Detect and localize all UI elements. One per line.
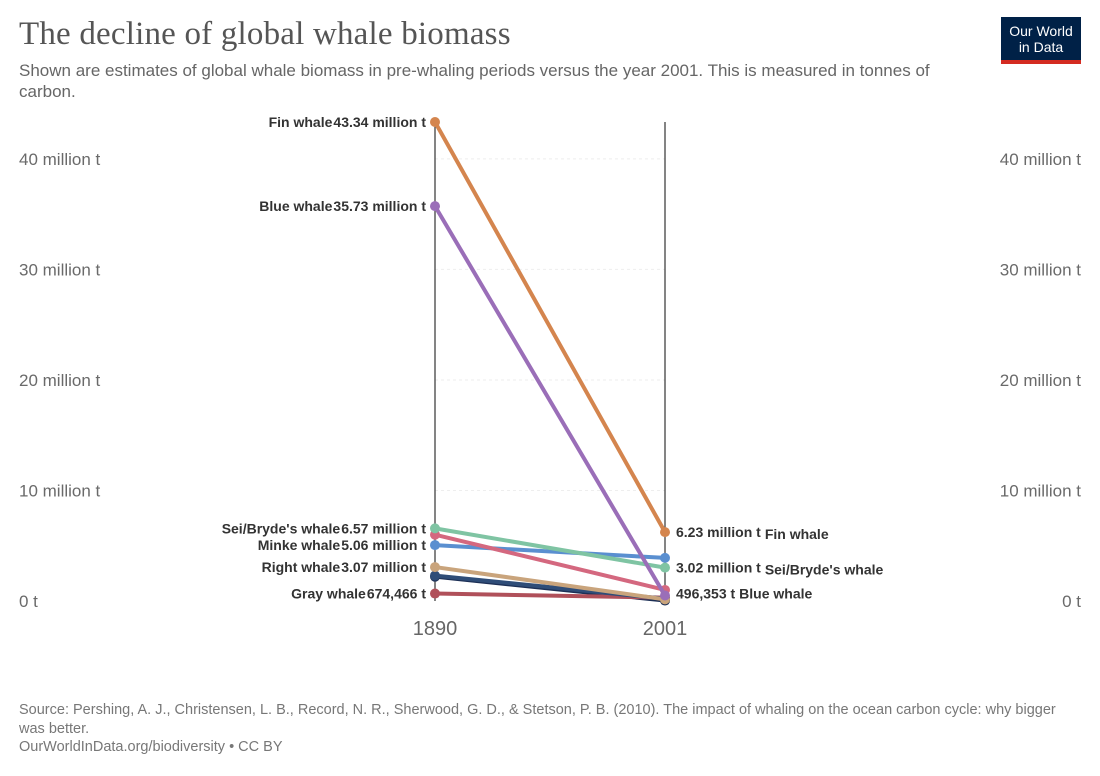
y-tick-label-right: 30 million t <box>1000 260 1082 279</box>
start-value-right: 3.07 million t <box>341 559 426 575</box>
start-label-fin: Fin whale <box>269 114 333 130</box>
y-tick-label-right: 20 million t <box>1000 371 1082 390</box>
point-1890-blue[interactable] <box>430 201 440 212</box>
point-1890-minke[interactable] <box>430 540 440 551</box>
start-label-sei: Sei/Bryde's whale <box>222 520 341 536</box>
series-line-fin[interactable] <box>433 120 667 535</box>
logo-line-2: in Data <box>1018 39 1064 55</box>
start-label-minke: Minke whale <box>258 537 341 553</box>
end-value-sei: 3.02 million t <box>676 560 761 576</box>
site-link-license[interactable]: OurWorldInData.org/biodiversity • CC BY <box>19 739 283 755</box>
logo-line-1: Our World <box>1009 23 1073 39</box>
series-line-minke[interactable] <box>433 543 667 560</box>
end-label-sei: Sei/Bryde's whale <box>765 562 884 578</box>
series-line-sperm[interactable] <box>433 532 667 592</box>
end-label-blue: Blue whale <box>739 586 812 602</box>
start-value-sei: 6.57 million t <box>341 520 426 536</box>
point-1890-sei[interactable] <box>430 523 440 534</box>
series-line-gray[interactable] <box>433 591 667 600</box>
y-tick-label-left: 30 million t <box>19 260 101 279</box>
point-1890-humpback[interactable] <box>430 570 440 581</box>
end-label-fin: Fin whale <box>765 526 829 542</box>
series-line-sei[interactable] <box>433 526 667 570</box>
y-tick-label-right: 40 million t <box>1000 150 1082 169</box>
chart-footer: Source: Pershing, A. J., Christensen, L.… <box>19 701 1079 757</box>
start-label-right: Right whale <box>262 559 341 575</box>
chart-subtitle: Shown are estimates of global whale biom… <box>19 61 930 101</box>
start-value-fin: 43.34 million t <box>333 114 426 130</box>
series-line-right[interactable] <box>433 565 667 602</box>
series-line-blue[interactable] <box>433 204 667 598</box>
start-value-gray: 674,466 t <box>367 586 426 602</box>
point-2001-minke[interactable] <box>660 552 670 563</box>
y-tick-label-right: 10 million t <box>1000 481 1082 500</box>
point-2001-blue[interactable] <box>660 590 670 601</box>
slope-chart: 0 t 0 t 10 million t 10 million t 20 million… <box>19 114 1082 640</box>
start-value-minke: 5.06 million t <box>341 537 426 553</box>
source-note: Source: Pershing, A. J., Christensen, L.… <box>19 702 1056 737</box>
point-1890-gray[interactable] <box>430 588 440 599</box>
y-tick-label-left: 40 million t <box>19 150 101 169</box>
end-value-fin: 6.23 million t <box>676 524 761 540</box>
point-2001-sei[interactable] <box>660 562 670 573</box>
y-tick-label-left: 10 million t <box>19 481 101 500</box>
start-label-gray: Gray whale <box>291 586 366 602</box>
start-value-blue: 35.73 million t <box>333 198 426 214</box>
point-1890-fin[interactable] <box>430 117 440 127</box>
owid-logo[interactable]: Our World in Data <box>1001 17 1081 64</box>
chart-title: The decline of global whale biomass <box>19 16 511 52</box>
y-tick-label-left: 0 t <box>19 592 38 611</box>
point-1890-right[interactable] <box>430 562 440 573</box>
y-tick-label-right: 0 t <box>1062 592 1081 611</box>
end-value-blue: 496,353 t <box>676 586 735 602</box>
point-2001-fin[interactable] <box>660 527 670 538</box>
x-tick-label: 1890 <box>413 618 458 640</box>
x-tick-label: 2001 <box>643 618 688 640</box>
y-tick-label-left: 20 million t <box>19 371 101 390</box>
start-label-blue: Blue whale <box>259 198 332 214</box>
